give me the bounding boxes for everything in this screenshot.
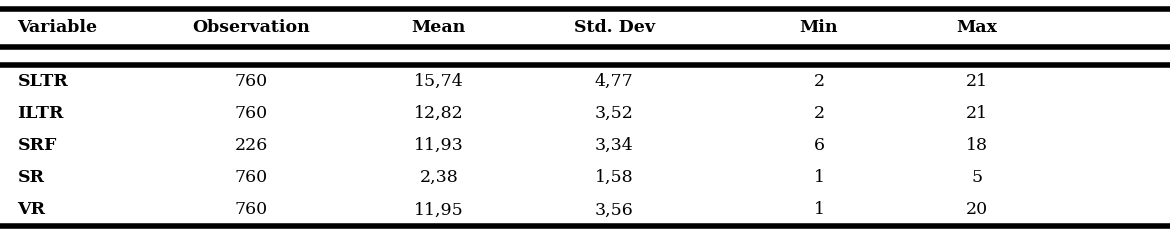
Text: 21: 21: [966, 73, 987, 90]
Text: 1: 1: [813, 202, 825, 218]
Text: 1: 1: [813, 169, 825, 186]
Text: 20: 20: [966, 202, 987, 218]
Text: 760: 760: [235, 202, 268, 218]
Text: SRF: SRF: [18, 137, 57, 154]
Text: Mean: Mean: [412, 20, 466, 36]
Text: 15,74: 15,74: [414, 73, 463, 90]
Text: 2,38: 2,38: [419, 169, 459, 186]
Text: 3,34: 3,34: [594, 137, 634, 154]
Text: SR: SR: [18, 169, 44, 186]
Text: 3,56: 3,56: [594, 202, 634, 218]
Text: 5: 5: [971, 169, 983, 186]
Text: 2: 2: [813, 73, 825, 90]
Text: 760: 760: [235, 105, 268, 122]
Text: ILTR: ILTR: [18, 105, 64, 122]
Text: 21: 21: [966, 105, 987, 122]
Text: 760: 760: [235, 73, 268, 90]
Text: 226: 226: [235, 137, 268, 154]
Text: 4,77: 4,77: [594, 73, 634, 90]
Text: 760: 760: [235, 169, 268, 186]
Text: Min: Min: [800, 20, 838, 36]
Text: 12,82: 12,82: [414, 105, 463, 122]
Text: SLTR: SLTR: [18, 73, 68, 90]
Text: Variable: Variable: [18, 20, 97, 36]
Text: Observation: Observation: [193, 20, 310, 36]
Text: 2: 2: [813, 105, 825, 122]
Text: 3,52: 3,52: [594, 105, 634, 122]
Text: 11,95: 11,95: [414, 202, 463, 218]
Text: 1,58: 1,58: [594, 169, 634, 186]
Text: 11,93: 11,93: [414, 137, 463, 154]
Text: 18: 18: [966, 137, 987, 154]
Text: Std. Dev: Std. Dev: [573, 20, 655, 36]
Text: VR: VR: [18, 202, 46, 218]
Text: 6: 6: [813, 137, 825, 154]
Text: Max: Max: [957, 20, 997, 36]
